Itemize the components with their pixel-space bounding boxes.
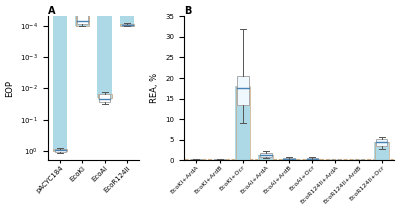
Bar xyxy=(283,158,295,159)
Bar xyxy=(53,0,67,151)
Y-axis label: EOP: EOP xyxy=(6,80,14,97)
Text: A: A xyxy=(48,5,55,16)
Bar xyxy=(236,86,250,160)
Bar xyxy=(375,142,389,160)
Bar xyxy=(282,159,297,160)
Bar xyxy=(258,155,274,160)
Bar xyxy=(76,13,89,26)
Bar xyxy=(54,149,66,152)
Text: B: B xyxy=(184,5,191,16)
Bar xyxy=(237,76,248,105)
Bar xyxy=(214,159,225,160)
Bar xyxy=(306,158,318,159)
Bar xyxy=(75,0,90,26)
Bar xyxy=(120,0,134,26)
Bar xyxy=(260,154,272,157)
Bar xyxy=(120,24,134,26)
Bar xyxy=(77,13,88,24)
Bar xyxy=(53,149,67,151)
Bar xyxy=(98,94,112,98)
Bar xyxy=(98,0,112,98)
Bar xyxy=(235,86,250,160)
Bar xyxy=(99,94,110,102)
Bar xyxy=(374,142,389,160)
Y-axis label: REA, %: REA, % xyxy=(150,73,160,104)
Bar xyxy=(259,155,273,160)
Bar xyxy=(122,24,132,26)
Bar xyxy=(282,159,296,160)
Bar xyxy=(305,159,320,160)
Bar xyxy=(376,139,388,146)
Bar xyxy=(191,159,202,160)
Bar xyxy=(305,159,319,160)
